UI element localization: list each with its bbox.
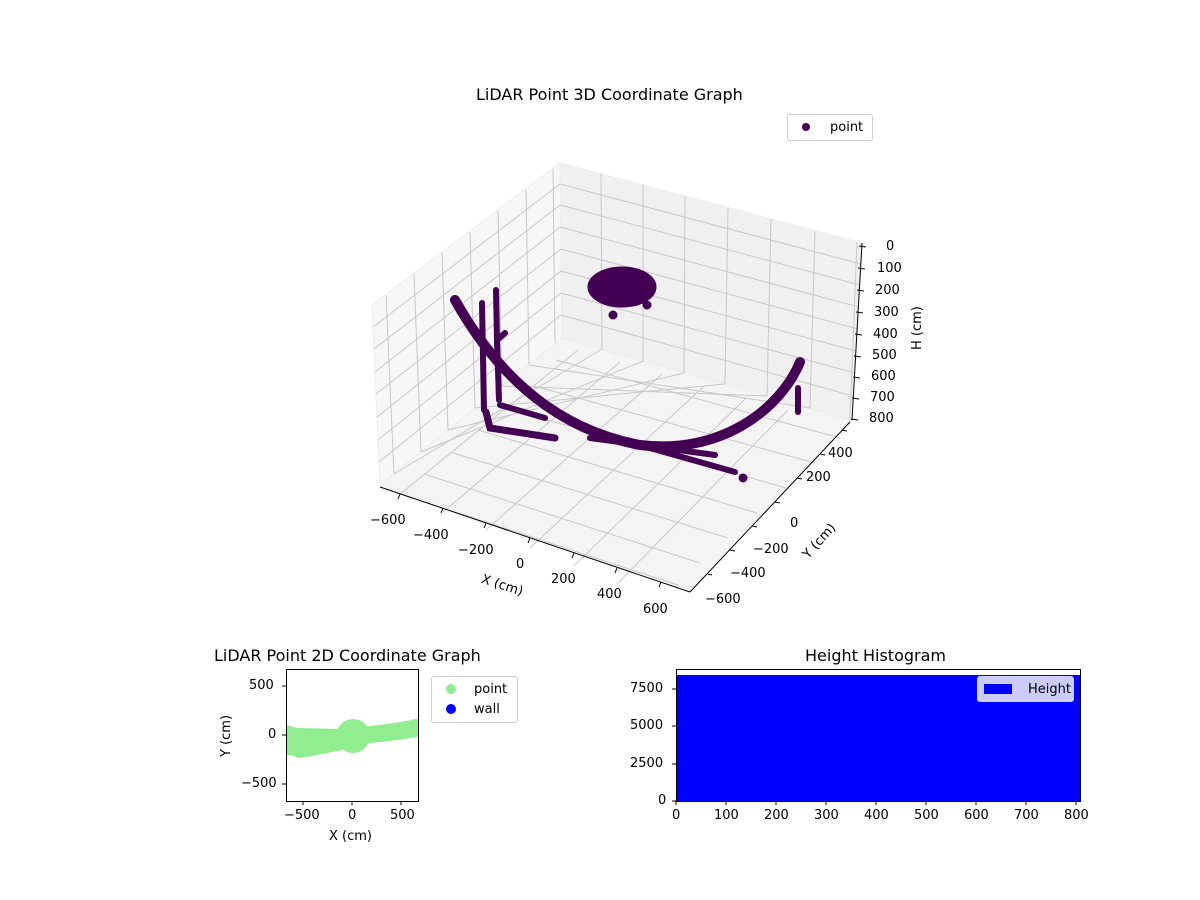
y-tick: −400 — [730, 566, 766, 581]
z-tick: 700 — [870, 390, 895, 405]
x-tick: 0 — [672, 808, 681, 823]
x-tick: −600 — [370, 513, 406, 528]
x-tick: 0 — [516, 557, 525, 572]
plot2d-title: LiDAR Point 2D Coordinate Graph — [214, 646, 481, 665]
y-tick: 0 — [790, 516, 799, 531]
histogram-title: Height Histogram — [805, 646, 946, 665]
x-tick: 300 — [814, 808, 839, 823]
x-tick: 800 — [1064, 808, 1089, 823]
z-tick: 800 — [869, 411, 894, 426]
point-cloud — [450, 266, 805, 483]
z-axis-label-3d: H (cm) — [910, 306, 925, 350]
wall-marker-icon — [446, 704, 456, 714]
y-tick: 2500 — [630, 756, 664, 771]
y-axis-label-2d: Y (cm) — [219, 714, 234, 757]
z-tick: 0 — [886, 239, 895, 254]
legend-item-point: point — [788, 117, 872, 137]
y-tick: 0 — [658, 793, 667, 808]
z-tick: 200 — [875, 283, 900, 298]
legend-label: Height — [1028, 681, 1071, 697]
legend-label: point — [830, 119, 864, 135]
point-marker-icon — [802, 123, 810, 131]
z-tick: 300 — [874, 305, 899, 320]
x-tick: 600 — [643, 602, 668, 617]
x-tick: 700 — [1014, 808, 1039, 823]
x-tick: 400 — [864, 808, 889, 823]
y-tick: 7500 — [630, 681, 664, 696]
z-tick: 400 — [873, 327, 898, 342]
plot2d-axes — [286, 669, 419, 802]
x-tick: 200 — [551, 572, 576, 587]
height-patch-icon — [984, 684, 1012, 694]
plot3d-title: LiDAR Point 3D Coordinate Graph — [476, 85, 743, 104]
x-tick: −400 — [413, 528, 449, 543]
legend-item-height: Height — [978, 679, 1073, 699]
x-tick: 500 — [390, 808, 415, 823]
x-axis-label-2d: X (cm) — [329, 829, 372, 844]
legend-2d: point wall — [431, 676, 518, 723]
y-tick: 200 — [806, 470, 831, 485]
x-tick: 600 — [964, 808, 989, 823]
x-tick: 500 — [914, 808, 939, 823]
x-tick: −500 — [284, 808, 320, 823]
legend-item-point: point — [432, 679, 517, 699]
legend-3d: point — [787, 114, 873, 141]
z-tick: 500 — [872, 348, 897, 363]
y-tick: −600 — [705, 592, 741, 607]
x-tick: 100 — [714, 808, 739, 823]
x-tick: 200 — [764, 808, 789, 823]
axis-lines — [379, 242, 867, 593]
z-tick: 100 — [877, 261, 902, 276]
y-tick: 400 — [828, 446, 853, 461]
legend-histogram: Height — [977, 676, 1074, 702]
z-tick: 600 — [871, 369, 896, 384]
legend-item-wall: wall — [432, 699, 517, 719]
legend-label: wall — [474, 701, 500, 717]
y-tick: 0 — [268, 727, 277, 742]
y-tick: −500 — [241, 776, 277, 791]
x-tick: 400 — [597, 587, 622, 602]
plot2d-points — [287, 719, 418, 758]
y-tick: −200 — [753, 542, 789, 557]
legend-label: point — [474, 681, 508, 697]
point-marker-icon — [446, 684, 456, 694]
x-tick: 0 — [348, 808, 357, 823]
y-tick: 5000 — [630, 718, 664, 733]
x-tick: −200 — [458, 543, 494, 558]
y-tick: 500 — [249, 678, 274, 693]
